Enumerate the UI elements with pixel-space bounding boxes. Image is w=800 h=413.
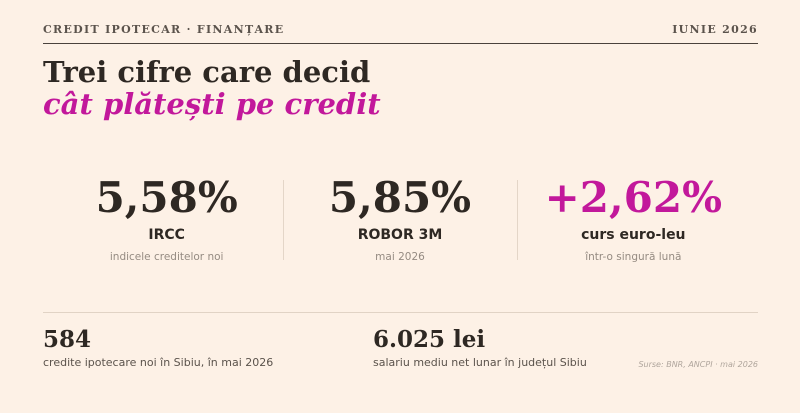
stat-value: 5,58%	[95, 173, 238, 222]
sources-note: Surse: BNR, ANCPI · mai 2026	[638, 360, 758, 369]
title-line-2: cât plătești pe credit	[43, 87, 381, 121]
stat-euro-leu: +2,62% curs euro-leu într-o singură lună	[516, 172, 750, 268]
title-line-1: Trei cifre care decid	[43, 55, 371, 89]
header-kicker: CREDIT IPOTECAR · FINANȚARE	[43, 23, 285, 36]
header-divider	[43, 43, 758, 44]
stat-sub: mai 2026	[375, 251, 425, 263]
header: CREDIT IPOTECAR · FINANȚARE IUNIE 2026	[43, 23, 758, 36]
bottom-stat-desc: credite ipotecare noi în Sibiu, în mai 2…	[43, 356, 274, 369]
stat-robor: 5,85% ROBOR 3M mai 2026	[283, 172, 516, 268]
bottom-stat-desc: salariu mediu net lunar în județul Sibiu	[373, 356, 587, 369]
section-divider	[43, 312, 758, 313]
stat-value: +2,62%	[544, 173, 723, 222]
stat-value: 5,85%	[328, 173, 472, 222]
key-stats: 5,58% IRCC indicele creditelor noi 5,85%…	[50, 172, 750, 268]
header-date: IUNIE 2026	[672, 23, 758, 36]
stat-sub: într-o singură lună	[585, 251, 682, 263]
stat-ircc: 5,58% IRCC indicele creditelor noi	[50, 172, 283, 268]
stat-sub: indicele creditelor noi	[109, 251, 224, 263]
stat-label: IRCC	[148, 227, 185, 243]
page-title: Trei cifre care decid cât plătești pe cr…	[43, 56, 381, 120]
stat-label: curs euro-leu	[581, 227, 686, 243]
bottom-stat-value: 6.025 lei	[373, 326, 486, 353]
bottom-stat-credits: 584 credite ipotecare noi în Sibiu, în m…	[43, 326, 273, 370]
stat-label: ROBOR 3M	[357, 227, 443, 243]
bottom-stat-salary: 6.025 lei salariu mediu net lunar în jud…	[373, 326, 587, 370]
bottom-stat-value: 584	[43, 326, 92, 353]
